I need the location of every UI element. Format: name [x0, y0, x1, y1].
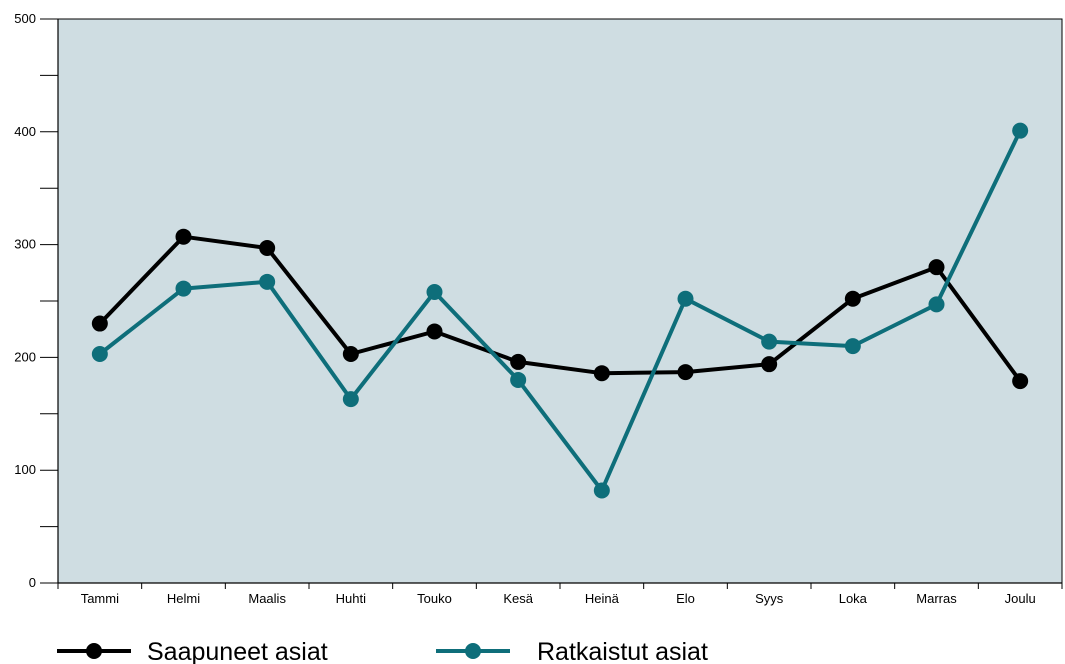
data-point [91, 315, 108, 332]
plot-area [57, 18, 1063, 584]
data-point [928, 259, 945, 276]
legend-label: Saapuneet asiat [147, 638, 328, 664]
data-point [342, 346, 359, 363]
data-point [677, 364, 694, 381]
x-tick-label: Marras [916, 591, 957, 606]
y-tick-labels: 0 100 200 300 400 500 [14, 11, 36, 590]
x-tick-label: Maalis [248, 591, 286, 606]
y-tick-label: 200 [14, 349, 36, 364]
series-1 [91, 228, 1029, 390]
data-point [510, 353, 527, 370]
x-tick-label: Loka [839, 591, 868, 606]
series-line [98, 234, 1022, 383]
axes [40, 18, 1063, 589]
x-tick-label: Touko [417, 591, 452, 606]
y-tick-label: 300 [14, 237, 36, 252]
data-point [928, 296, 945, 313]
x-tick-label: Huhti [336, 591, 366, 606]
data-point [844, 338, 861, 355]
y-tick-label: 100 [14, 462, 36, 477]
y-tick-label: 500 [14, 11, 36, 26]
data-point [844, 290, 861, 307]
data-point [175, 228, 192, 245]
legend-label: Ratkaistut asiat [537, 638, 708, 664]
series-layer [91, 122, 1029, 499]
x-tick-label: Elo [676, 591, 695, 606]
legend-marker [86, 643, 102, 659]
legend-item: Ratkaistut asiat [436, 638, 708, 664]
data-point [510, 371, 527, 388]
x-tick-label: Syys [755, 591, 784, 606]
data-point [677, 290, 694, 307]
data-point [91, 346, 108, 363]
x-tick-label: Heinä [585, 591, 620, 606]
x-tick-label: Tammi [81, 591, 119, 606]
y-tick-label: 400 [14, 124, 36, 139]
data-point [426, 283, 443, 300]
legend: Saapuneet asiat Ratkaistut asiat [57, 638, 708, 664]
data-point [593, 365, 610, 382]
data-point [175, 280, 192, 297]
data-point [761, 333, 778, 350]
data-point [259, 273, 276, 290]
data-point [593, 482, 610, 499]
series-2 [91, 122, 1029, 499]
x-tick-labels: Tammi Helmi Maalis Huhti Touko Kesä Heinä Elo Sy… [81, 591, 1036, 606]
x-tick-label: Joulu [1005, 591, 1036, 606]
data-point [761, 356, 778, 373]
legend-item: Saapuneet asiat [57, 638, 328, 664]
data-point [342, 391, 359, 408]
data-point [259, 239, 276, 256]
data-point [1012, 122, 1029, 139]
x-tick-label: Kesä [503, 591, 533, 606]
y-tick-label: 0 [29, 575, 36, 590]
data-point [426, 323, 443, 340]
legend-marker [465, 643, 481, 659]
x-tick-label: Helmi [167, 591, 200, 606]
data-point [1012, 373, 1029, 390]
series-line [98, 129, 1023, 493]
